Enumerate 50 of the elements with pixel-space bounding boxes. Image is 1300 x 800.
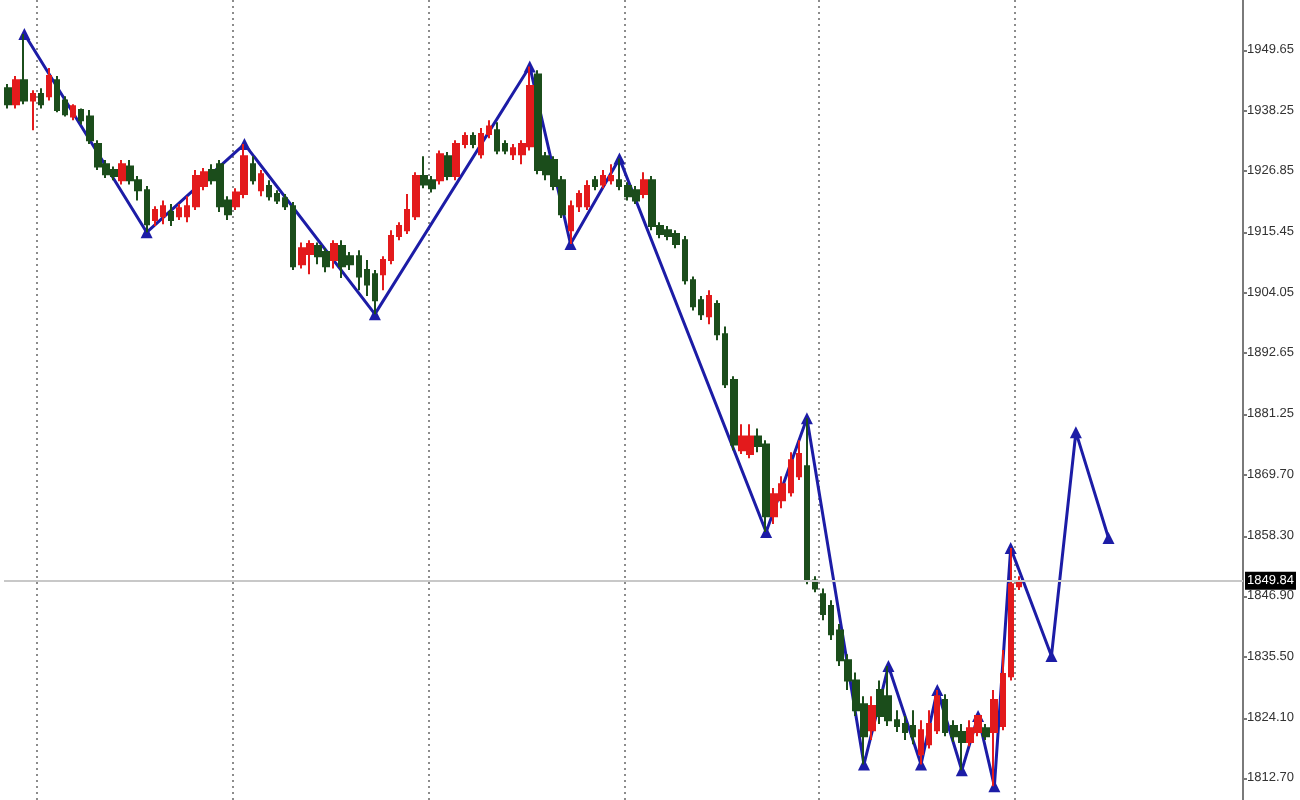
candlestick bbox=[314, 241, 322, 266]
candlestick bbox=[746, 423, 754, 460]
candlestick bbox=[982, 722, 990, 741]
candlestick bbox=[216, 159, 224, 214]
candlestick bbox=[70, 103, 76, 122]
candlestick bbox=[608, 163, 614, 186]
candlestick bbox=[322, 247, 330, 274]
candlestick bbox=[12, 75, 20, 110]
candlestick bbox=[902, 715, 908, 741]
candlestick bbox=[54, 75, 60, 114]
candlestick bbox=[46, 67, 52, 102]
candlestick bbox=[160, 199, 166, 226]
candlestick bbox=[168, 203, 174, 227]
candlestick bbox=[30, 89, 36, 132]
candlestick bbox=[632, 185, 640, 206]
candlestick bbox=[298, 241, 306, 270]
candlestick bbox=[118, 159, 126, 186]
candlestick bbox=[176, 203, 182, 222]
candlestick bbox=[592, 174, 598, 192]
candlestick bbox=[4, 82, 12, 110]
candlestick bbox=[258, 169, 264, 198]
candlestick bbox=[600, 169, 606, 190]
candlestick bbox=[868, 695, 876, 741]
candlestick bbox=[338, 239, 346, 280]
candlestick bbox=[452, 139, 460, 182]
candlestick bbox=[290, 200, 296, 272]
candlestick bbox=[152, 205, 158, 227]
candlestick bbox=[648, 174, 656, 232]
candlestick bbox=[664, 224, 672, 242]
candlestick bbox=[266, 179, 272, 202]
candlestick bbox=[420, 155, 428, 190]
candlestick bbox=[738, 423, 746, 455]
candlestick bbox=[640, 171, 648, 200]
candlestick bbox=[478, 127, 484, 160]
candlestick bbox=[494, 121, 500, 156]
candlestick bbox=[584, 179, 590, 211]
candlestick bbox=[966, 719, 974, 748]
candlestick bbox=[306, 239, 314, 276]
candlestick bbox=[110, 165, 118, 182]
candlestick bbox=[330, 239, 338, 270]
point bbox=[1102, 531, 1115, 544]
point bbox=[1069, 426, 1082, 439]
candlestick bbox=[250, 155, 256, 186]
candlestick bbox=[38, 87, 44, 110]
candlestick bbox=[910, 709, 916, 746]
candlestick bbox=[706, 289, 712, 326]
candlestick bbox=[534, 69, 542, 176]
candlestick bbox=[444, 151, 452, 182]
candlestick bbox=[470, 131, 476, 150]
candlestick bbox=[436, 149, 444, 186]
